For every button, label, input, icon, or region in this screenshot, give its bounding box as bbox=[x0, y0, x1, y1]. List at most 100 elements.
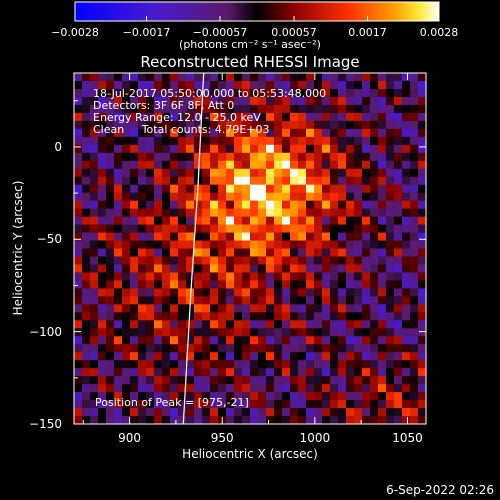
heatmap-cell bbox=[306, 240, 315, 250]
heatmap-cell bbox=[90, 200, 99, 210]
heatmap-cell bbox=[298, 344, 307, 353]
heatmap-cell bbox=[322, 360, 331, 369]
heatmap-cell bbox=[186, 408, 195, 417]
heatmap-cell bbox=[362, 136, 371, 146]
heatmap-cell bbox=[298, 400, 307, 409]
heatmap-cell bbox=[346, 73, 355, 82]
heatmap-cell bbox=[98, 352, 107, 361]
heatmap-cell bbox=[122, 128, 131, 138]
heatmap-cell bbox=[354, 104, 363, 114]
heatmap-cell bbox=[282, 232, 291, 242]
heatmap-cell bbox=[74, 192, 83, 202]
heatmap-cell bbox=[138, 336, 147, 345]
heatmap-cell bbox=[394, 336, 403, 345]
heatmap-cell bbox=[370, 320, 379, 329]
heatmap-cell bbox=[394, 384, 403, 393]
heatmap-cell bbox=[362, 392, 371, 401]
heatmap-cell bbox=[130, 416, 139, 424]
heatmap-cell bbox=[330, 336, 339, 345]
heatmap-cell bbox=[90, 352, 99, 361]
heatmap-cell bbox=[170, 344, 179, 353]
heatmap-cell bbox=[114, 160, 123, 170]
heatmap-cell bbox=[186, 312, 195, 321]
heatmap-cell bbox=[202, 352, 211, 361]
heatmap-cell bbox=[282, 400, 291, 409]
heatmap-cell bbox=[186, 248, 195, 258]
heatmap-cell bbox=[378, 256, 387, 266]
heatmap-cell bbox=[234, 96, 243, 106]
heatmap-cell bbox=[138, 208, 147, 218]
heatmap-cell bbox=[250, 368, 259, 377]
heatmap-cell bbox=[178, 400, 187, 409]
heatmap-cell bbox=[194, 192, 203, 202]
heatmap-cell bbox=[98, 216, 107, 226]
heatmap-cell bbox=[298, 88, 307, 98]
heatmap-cell bbox=[338, 256, 347, 266]
heatmap-cell bbox=[210, 168, 219, 178]
heatmap-cell bbox=[170, 336, 179, 345]
heatmap-cell bbox=[394, 112, 403, 122]
colorbar-tick-label: −0.0028 bbox=[51, 26, 99, 39]
heatmap-cell bbox=[298, 360, 307, 369]
heatmap-cell bbox=[186, 400, 195, 409]
heatmap-cell bbox=[202, 368, 211, 377]
heatmap-cell bbox=[250, 264, 259, 274]
heatmap-cell bbox=[90, 344, 99, 353]
heatmap-cell bbox=[322, 176, 331, 186]
heatmap-cell bbox=[98, 160, 107, 170]
heatmap-cell bbox=[250, 360, 259, 369]
heatmap-cell bbox=[354, 360, 363, 369]
heatmap-cell bbox=[242, 304, 251, 313]
heatmap-cell bbox=[234, 304, 243, 313]
heatmap-cell bbox=[162, 320, 171, 329]
heatmap-cell bbox=[378, 120, 387, 130]
heatmap-cell bbox=[370, 304, 379, 313]
heatmap-cell bbox=[130, 184, 139, 194]
heatmap-cell bbox=[258, 352, 267, 361]
heatmap-cell bbox=[322, 256, 331, 266]
heatmap-cell bbox=[162, 280, 171, 289]
heatmap-cell bbox=[138, 80, 147, 90]
heatmap-cell bbox=[242, 400, 251, 409]
heatmap-cell bbox=[354, 152, 363, 162]
heatmap-cell bbox=[106, 392, 115, 401]
heatmap-cell bbox=[210, 80, 219, 90]
heatmap-cell bbox=[402, 304, 411, 313]
heatmap-cell bbox=[282, 416, 291, 424]
heatmap-cell bbox=[410, 168, 419, 178]
heatmap-cell bbox=[354, 312, 363, 321]
heatmap-cell bbox=[386, 272, 395, 282]
heatmap-cell bbox=[106, 152, 115, 162]
heatmap-cell bbox=[290, 240, 299, 250]
y-tick-label: −50 bbox=[36, 232, 62, 247]
heatmap-cell bbox=[322, 296, 331, 305]
heatmap-cell bbox=[186, 328, 195, 337]
heatmap-cell bbox=[82, 80, 91, 90]
heatmap-cell bbox=[282, 144, 291, 154]
heatmap-cell bbox=[138, 200, 147, 210]
heatmap-cell bbox=[114, 368, 123, 377]
heatmap-cell bbox=[250, 224, 259, 234]
heatmap-cell bbox=[162, 120, 171, 130]
heatmap-cell bbox=[378, 128, 387, 138]
heatmap-cell bbox=[226, 344, 235, 353]
heatmap-cell bbox=[290, 152, 299, 162]
heatmap-cell bbox=[218, 184, 227, 194]
heatmap-cell bbox=[106, 200, 115, 210]
heatmap-cell bbox=[90, 144, 99, 154]
heatmap-cell bbox=[314, 168, 323, 178]
heatmap-cell bbox=[322, 272, 331, 282]
heatmap-cell bbox=[130, 152, 139, 162]
heatmap-cell bbox=[258, 208, 267, 218]
heatmap-cell bbox=[178, 160, 187, 170]
heatmap-cell bbox=[162, 104, 171, 114]
heatmap-cell bbox=[330, 216, 339, 226]
heatmap-cell bbox=[122, 176, 131, 186]
heatmap-cell bbox=[90, 80, 99, 90]
heatmap-cell bbox=[258, 88, 267, 98]
heatmap-cell bbox=[354, 272, 363, 282]
heatmap-cell bbox=[370, 120, 379, 130]
heatmap-cell bbox=[122, 328, 131, 337]
heatmap-cell bbox=[170, 256, 179, 266]
heatmap-cell bbox=[130, 168, 139, 178]
